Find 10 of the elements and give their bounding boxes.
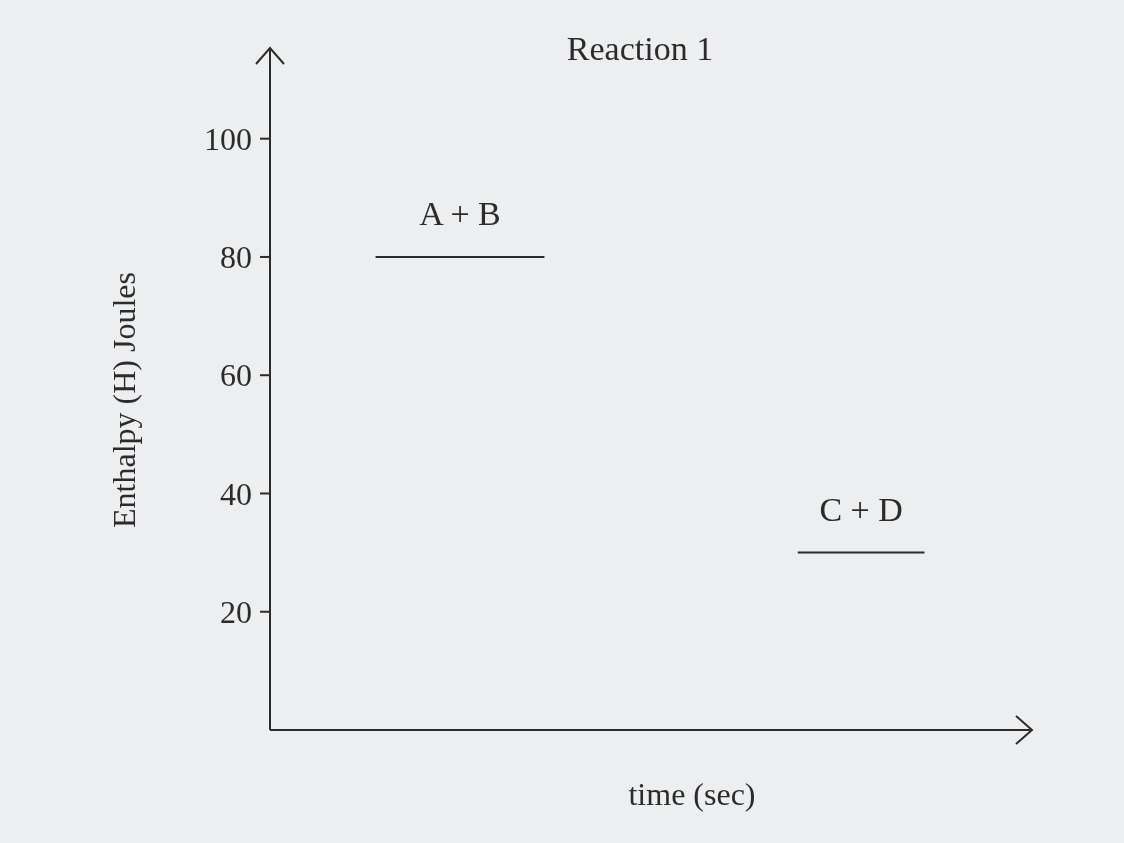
x-axis-title: time (sec) [628,776,756,812]
series-label: C + D [819,490,903,528]
y-tick-label: 20 [220,593,252,630]
y-tick-label: 60 [220,357,252,394]
y-tick-label: 100 [204,120,252,157]
y-tick-label: 80 [220,239,252,276]
y-axis-title: Enthalpy (H) Joules [106,272,142,528]
series-label: A + B [419,194,501,232]
y-tick-label: 40 [220,475,252,512]
chart-title: Reaction 1 [566,30,714,67]
